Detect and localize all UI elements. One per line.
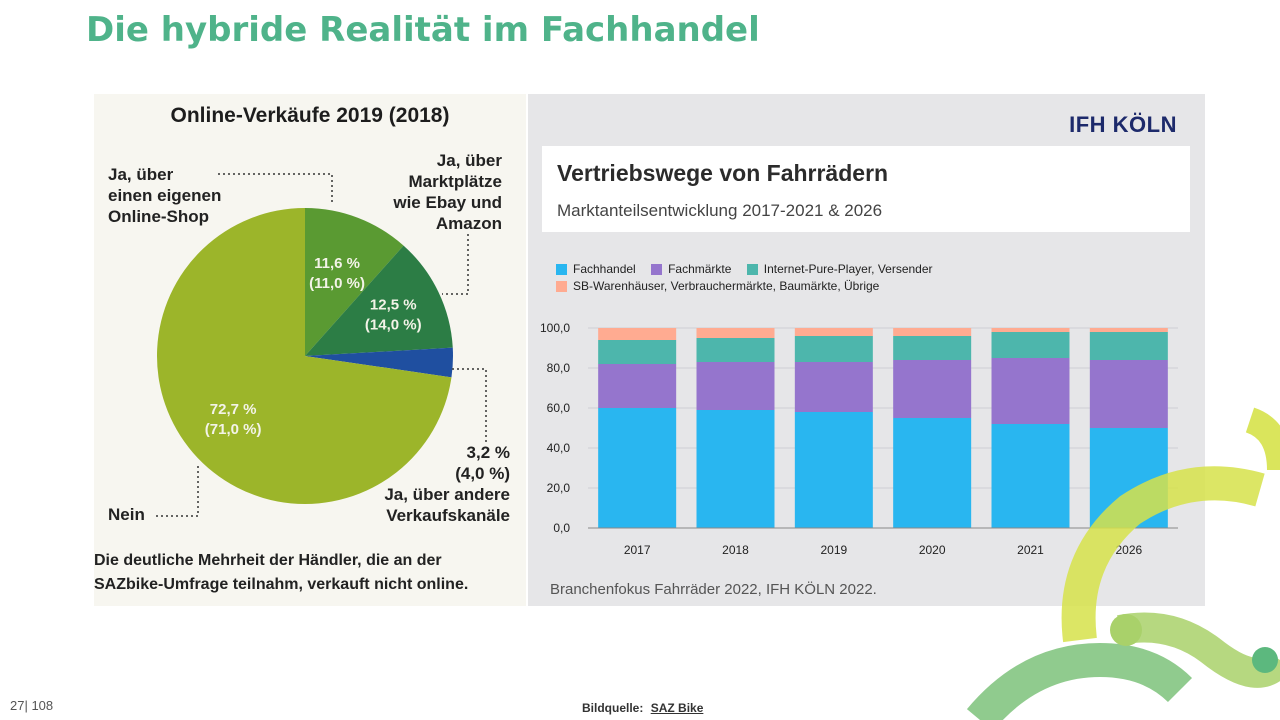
pie-value-label: 11,6 % xyxy=(314,255,360,272)
source-link[interactable]: SAZ Bike xyxy=(650,701,704,715)
image-source: Bildquelle: SAZ Bike xyxy=(582,701,703,715)
bar-segment xyxy=(991,358,1070,424)
decorative-chain-graphic xyxy=(966,407,1280,720)
y-tick-label: 60,0 xyxy=(547,401,571,415)
pie-slice xyxy=(157,208,452,504)
x-tick-label: 2019 xyxy=(820,543,847,557)
x-tick-label: 2026 xyxy=(1115,543,1142,557)
legend-swatch xyxy=(556,280,567,292)
label-shop: Ja, über einen eigenen Online-Shop xyxy=(108,165,222,226)
leader-line-market xyxy=(442,234,469,295)
x-tick-label: 2020 xyxy=(919,543,946,557)
decor-stroke xyxy=(966,642,1193,720)
bar-segment xyxy=(893,418,972,528)
pie-slice xyxy=(305,245,453,356)
legend-item: Fachmärkte xyxy=(651,262,731,276)
decor-dot xyxy=(1110,614,1142,646)
page-number: 27| 108 xyxy=(10,698,54,713)
legend-item: Fachhandel xyxy=(556,262,636,276)
y-tick-label: 100,0 xyxy=(540,321,570,335)
y-tick-label: 80,0 xyxy=(547,361,571,375)
x-tick-label: 2018 xyxy=(722,543,749,557)
bar-segment xyxy=(696,410,775,528)
bar-chart-panel: IFH KÖLN Vertriebswege von Fahrrädern Ma… xyxy=(528,94,1205,606)
bar-chart-subtitle: Marktanteilsentwicklung 2017-2021 & 2026 xyxy=(557,201,883,220)
bar-segment xyxy=(598,364,677,408)
decor-dot xyxy=(1252,647,1278,673)
bar-segment xyxy=(598,340,677,364)
leader-line-shop xyxy=(218,173,333,202)
legend-swatch xyxy=(556,263,567,275)
ifh-logo: IFH KÖLN xyxy=(1069,112,1177,137)
bar-segment xyxy=(1089,360,1168,428)
decor-stroke xyxy=(1245,407,1280,471)
pie-caption: Die deutliche Mehrheit der Händler, die … xyxy=(94,552,469,593)
bar-segment xyxy=(794,362,873,412)
decor-stroke xyxy=(1061,466,1265,643)
bar-segment xyxy=(893,328,972,336)
legend-item: Internet-Pure-Player, Versender xyxy=(746,262,933,276)
pie-prev-label: (11,0 %) xyxy=(309,275,365,292)
leader-line-other xyxy=(452,368,487,442)
label-marketplace: Ja, über Marktplätze wie Ebay und Amazon xyxy=(393,151,502,233)
bar-chart-footnote: Branchenfokus Fahrräder 2022, IFH KÖLN 2… xyxy=(550,581,877,598)
y-tick-label: 40,0 xyxy=(547,441,571,455)
pie-chart-title: Online-Verkäufe 2019 (2018) xyxy=(170,104,450,127)
bar-chart-header: Vertriebswege von Fahrrädern Marktanteil… xyxy=(542,146,1190,232)
bar-segment xyxy=(1089,332,1168,360)
pie-prev-label: (14,0 %) xyxy=(365,316,422,333)
bar-segment xyxy=(893,360,972,418)
pie-prev-label: (71,0 %) xyxy=(205,421,262,438)
leader-line-no xyxy=(156,464,199,517)
label-no: Nein xyxy=(108,505,145,524)
legend-swatch xyxy=(746,263,758,275)
pie-slice xyxy=(305,347,453,378)
bar-segment xyxy=(991,332,1070,358)
bar-chart-title: Vertriebswege von Fahrrädern xyxy=(557,160,889,186)
bar-segment xyxy=(991,424,1070,528)
legend-swatch xyxy=(651,263,663,275)
pie-value-label: 12,5 % xyxy=(370,296,417,313)
y-tick-label: 0,0 xyxy=(553,521,570,535)
label-other: 3,2 % (4,0 %) Ja, über andere Verkaufska… xyxy=(384,443,510,525)
bar-segment xyxy=(696,362,775,410)
y-tick-label: 20,0 xyxy=(547,481,571,495)
bar-segment xyxy=(991,328,1070,332)
pie-value-label: 72,7 % xyxy=(210,401,257,418)
bar-segment xyxy=(598,408,677,528)
source-label: Bildquelle: xyxy=(582,701,644,715)
bar-segment xyxy=(598,328,677,340)
pie-chart: 72,7 % (71,0 %) 11,6 % (11,0 %) 12,5 % (14,0 … xyxy=(156,173,487,517)
bar-segment xyxy=(1089,328,1168,332)
bar-segment xyxy=(893,336,972,360)
bar-segment xyxy=(696,338,775,362)
x-tick-label: 2017 xyxy=(624,543,651,557)
stacked-bar-chart: 0,0 20,0 40,0 60,0 80,0 100,0 2017 2018 2019 2020… xyxy=(540,321,1178,557)
bar-chart-legend: Fachhandel Fachmärkte Internet-Pure-Play… xyxy=(556,262,1196,296)
legend-item: SB-Warenhäuser, Verbrauchermärkte, Baumä… xyxy=(556,279,879,293)
bar-segment xyxy=(794,336,873,362)
pie-slice xyxy=(305,208,404,356)
x-tick-label: 2021 xyxy=(1017,543,1044,557)
bar-segment xyxy=(696,328,775,338)
pie-chart-panel: Online-Verkäufe 2019 (2018) 72,7 % (71,0 … xyxy=(94,94,526,606)
slide-title: Die hybride Realität im Fachhandel xyxy=(86,10,760,50)
bar-segment xyxy=(794,328,873,336)
bar-segment xyxy=(794,412,873,528)
